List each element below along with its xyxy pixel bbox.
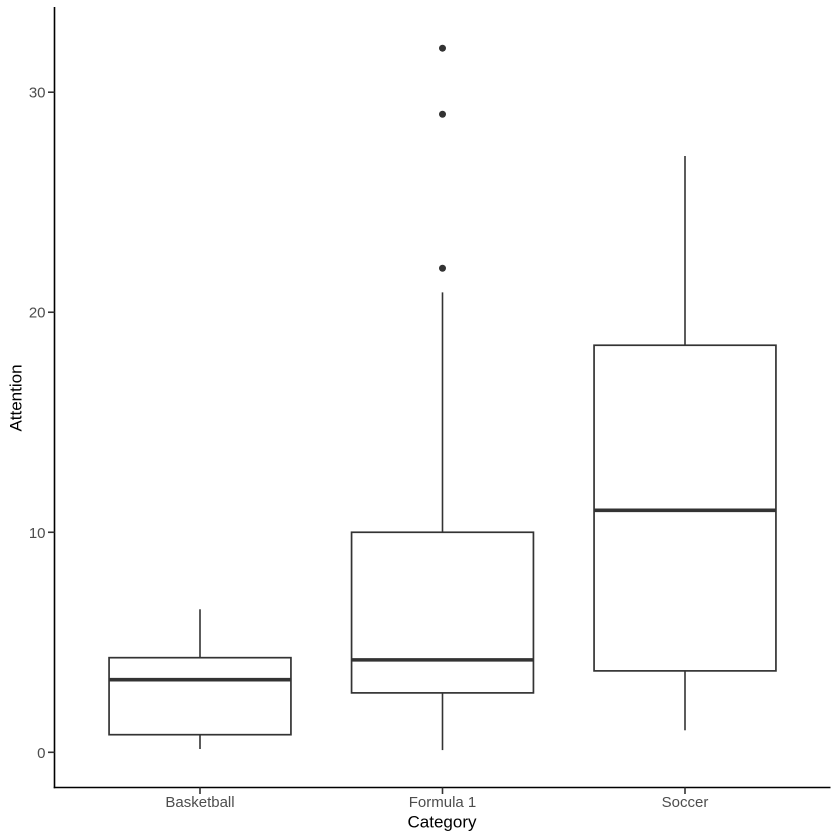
x-axis-title: Category bbox=[407, 812, 477, 832]
outlier-point bbox=[439, 264, 446, 272]
y-axis-tick-label: 0 bbox=[37, 745, 45, 762]
x-axis-tick-label: Soccer bbox=[662, 794, 709, 811]
x-axis-tick-label: Formula 1 bbox=[409, 794, 477, 811]
y-axis-tick-label: 10 bbox=[29, 525, 46, 542]
box-iqr bbox=[350, 531, 535, 694]
box-iqr bbox=[593, 344, 777, 672]
box-iqr bbox=[108, 656, 292, 736]
outlier-point bbox=[439, 110, 446, 118]
y-axis-tick-label: 30 bbox=[29, 85, 46, 102]
y-axis-tick-label: 20 bbox=[29, 305, 46, 322]
x-axis-tick-label: Basketball bbox=[165, 794, 234, 811]
outlier-point bbox=[439, 44, 446, 52]
y-axis-title: Attention bbox=[6, 364, 26, 432]
